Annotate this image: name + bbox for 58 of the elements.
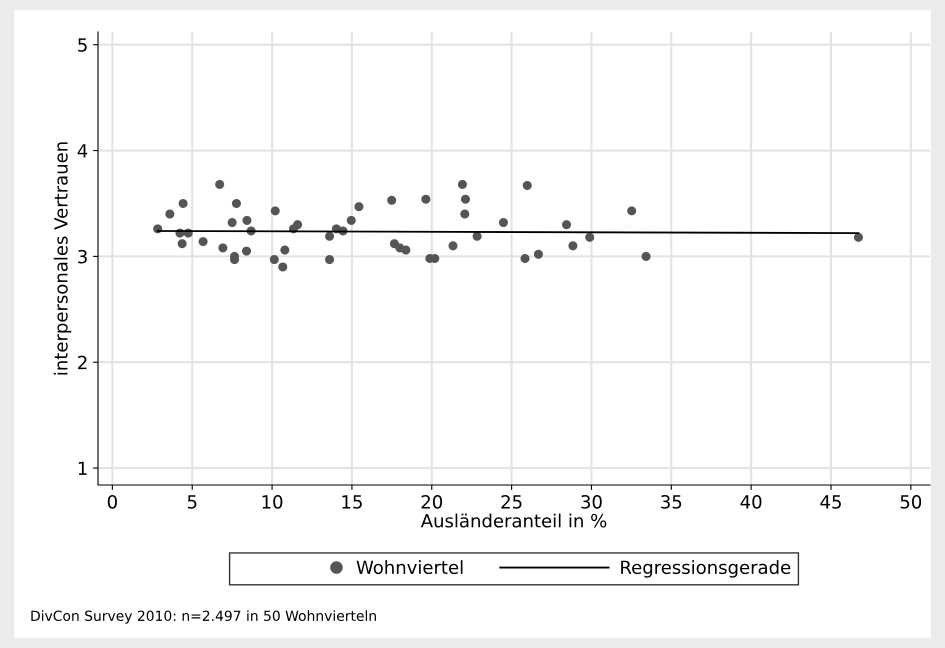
point [228, 218, 237, 228]
y-tick-label: 2 [78, 356, 86, 370]
x-axis-title: Ausländeranteil in % [420, 514, 606, 528]
point [325, 255, 334, 264]
point [854, 232, 863, 242]
point [178, 198, 188, 208]
point [522, 180, 532, 190]
point [346, 216, 356, 225]
point [232, 198, 241, 208]
point [280, 246, 290, 255]
point [215, 180, 224, 189]
x-tick-label: 0 [108, 495, 117, 509]
point [421, 194, 430, 204]
y-tick-label: 1 [78, 462, 87, 475]
point [270, 255, 279, 264]
point [460, 210, 470, 219]
y-tick-label: 4 [78, 144, 88, 158]
point [278, 262, 288, 272]
point [498, 218, 508, 228]
point [460, 194, 470, 204]
x-tick-label: 10 [262, 495, 282, 509]
y-axis-title: interpersonales Vertrauen [54, 142, 72, 374]
point [568, 241, 578, 250]
x-tick-label: 35 [661, 495, 682, 509]
point [325, 232, 334, 241]
point [448, 241, 458, 250]
text: Regressionsgerade [621, 560, 790, 578]
point [270, 206, 280, 216]
point [520, 254, 530, 263]
y-tick-label: 5 [78, 38, 87, 52]
point [165, 210, 174, 219]
x-tick-label: 45 [820, 495, 841, 509]
point [642, 252, 651, 261]
point [562, 220, 572, 230]
x-tick-label: 50 [900, 495, 922, 509]
text: DivCon Survey 2010: n=2.497 in 50 Wohnvierteln [31, 610, 376, 624]
point [627, 206, 636, 216]
x-tick-label: 20 [422, 495, 442, 509]
point [472, 232, 482, 241]
point [458, 180, 467, 189]
point [198, 237, 208, 246]
point [178, 239, 187, 248]
x-tick-label: 5 [188, 495, 196, 509]
point [242, 216, 252, 225]
x-tick-label: 15 [342, 495, 362, 509]
x-tick-label: 25 [501, 495, 522, 509]
point [534, 250, 543, 259]
point [354, 202, 364, 212]
x-tick-label: 40 [740, 495, 762, 509]
point [387, 196, 396, 205]
x-tick-label: 30 [581, 495, 602, 509]
point [242, 246, 252, 256]
legend-label: Wohnviertel [356, 560, 462, 574]
point [218, 243, 228, 252]
point [293, 220, 302, 230]
point [401, 246, 410, 255]
point [585, 232, 594, 242]
y-tick-label: 3 [78, 250, 87, 264]
